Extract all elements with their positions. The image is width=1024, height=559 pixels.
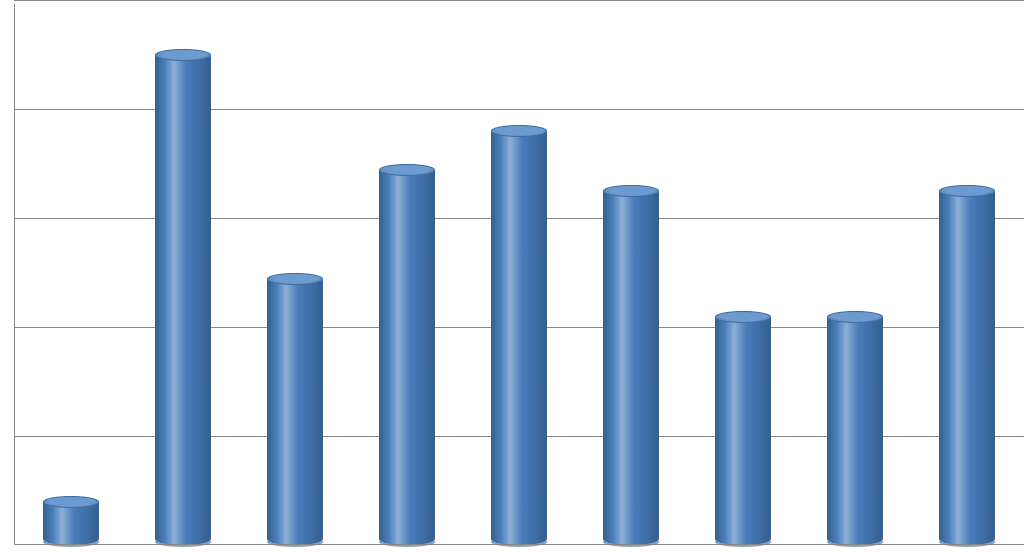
bar-face [155, 49, 211, 545]
bar-top-cap [267, 273, 323, 285]
bar [379, 164, 435, 546]
bar [603, 185, 659, 545]
x-axis [14, 544, 1024, 545]
bar-face [379, 164, 435, 546]
bar-chart [0, 0, 1024, 559]
bar [715, 311, 771, 545]
bar [267, 273, 323, 546]
bar-face [827, 311, 883, 545]
bar-face [603, 185, 659, 545]
bar [155, 49, 211, 545]
bar [491, 125, 547, 545]
bar-top-cap [827, 311, 883, 323]
bar [827, 311, 883, 545]
bar-top-cap [379, 164, 435, 176]
bar-face [267, 273, 323, 546]
bar-face [939, 185, 995, 545]
bar-top-cap [155, 49, 211, 61]
bar-face [491, 125, 547, 545]
bar-top-cap [715, 311, 771, 323]
bar [43, 496, 99, 545]
bar [939, 185, 995, 545]
bars-area [14, 0, 1024, 545]
bar-top-cap [43, 496, 99, 508]
bar-face [715, 311, 771, 545]
